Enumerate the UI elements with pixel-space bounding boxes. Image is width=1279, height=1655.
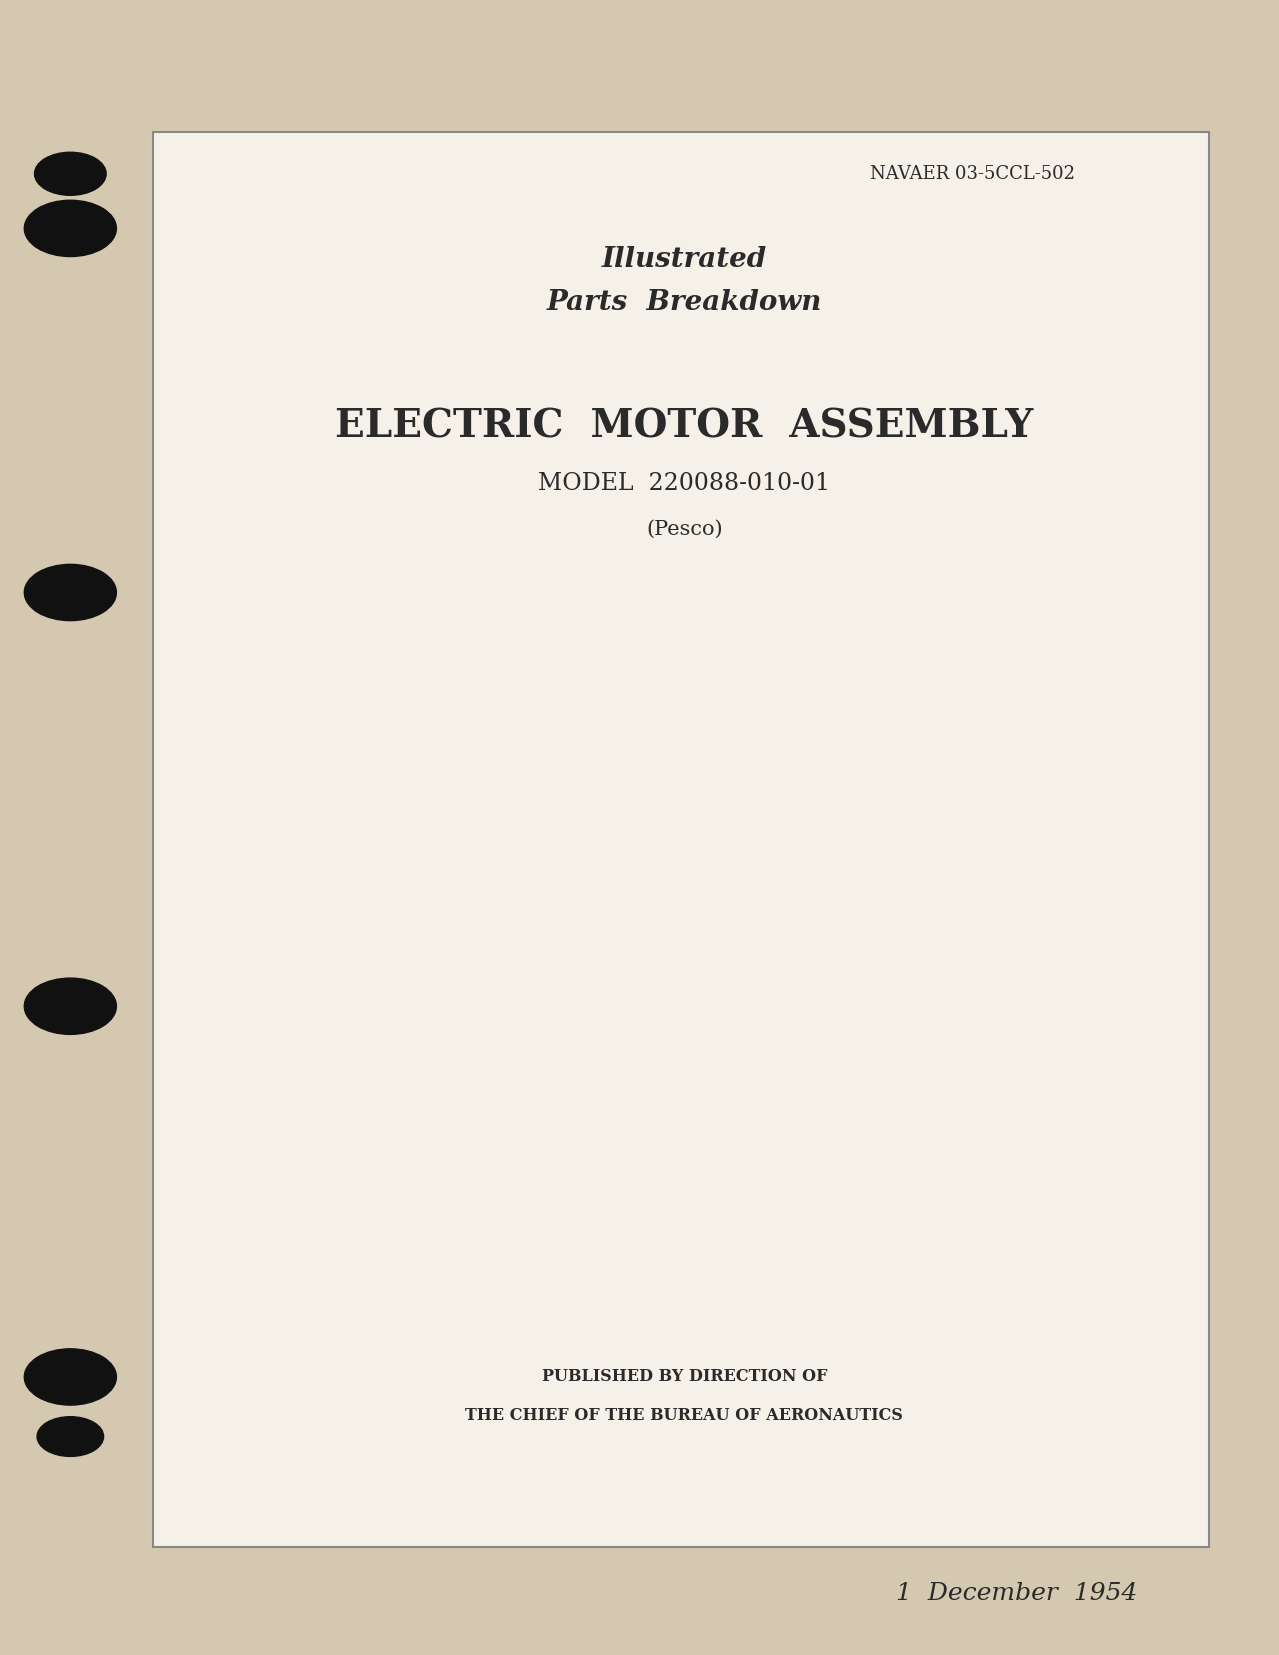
Text: PUBLISHED BY DIRECTION OF: PUBLISHED BY DIRECTION OF [541, 1369, 828, 1385]
Text: Illustrated: Illustrated [601, 247, 767, 273]
FancyBboxPatch shape [153, 132, 1209, 1547]
Ellipse shape [24, 978, 116, 1034]
Text: 1  December  1954: 1 December 1954 [897, 1582, 1137, 1605]
Text: (Pesco): (Pesco) [646, 520, 723, 540]
Text: THE CHIEF OF THE BUREAU OF AERONAUTICS: THE CHIEF OF THE BUREAU OF AERONAUTICS [466, 1407, 903, 1423]
Ellipse shape [35, 152, 106, 195]
Ellipse shape [24, 564, 116, 621]
Ellipse shape [24, 200, 116, 257]
Text: Parts  Breakdown: Parts Breakdown [546, 290, 822, 316]
Ellipse shape [24, 1349, 116, 1405]
Text: MODEL  220088-010-01: MODEL 220088-010-01 [538, 472, 830, 495]
Ellipse shape [37, 1417, 104, 1456]
Text: ELECTRIC  MOTOR  ASSEMBLY: ELECTRIC MOTOR ASSEMBLY [335, 409, 1033, 445]
Text: NAVAER 03-5CCL-502: NAVAER 03-5CCL-502 [870, 166, 1074, 182]
